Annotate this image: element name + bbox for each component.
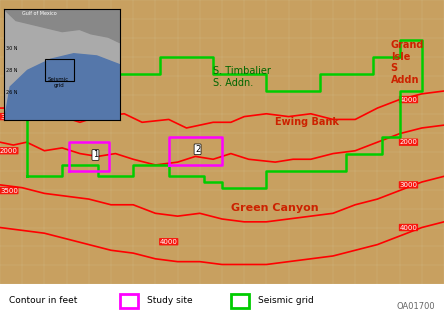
Text: 3000: 3000 [400, 182, 417, 188]
Polygon shape [4, 54, 120, 120]
Text: Contour in feet: Contour in feet [9, 296, 77, 305]
Text: S. Timbalier
S. Addn.: S. Timbalier S. Addn. [213, 66, 271, 88]
Text: 1: 1 [93, 150, 98, 160]
Text: 26 N: 26 N [6, 90, 17, 95]
Text: OA01700: OA01700 [396, 302, 435, 311]
Text: 4000: 4000 [400, 97, 417, 102]
Text: Ewing Bank: Ewing Bank [275, 117, 339, 127]
Text: 1: 1 [93, 150, 98, 160]
Text: Study site: Study site [147, 296, 192, 305]
Text: 3500: 3500 [0, 114, 18, 119]
Text: 2000: 2000 [0, 148, 18, 154]
Text: 3500: 3500 [0, 188, 18, 193]
Text: Grand
Isle
S
Addn: Grand Isle S Addn [391, 40, 424, 85]
Text: 2: 2 [195, 145, 200, 154]
Text: 2000: 2000 [400, 139, 417, 145]
Text: hoal
dn.: hoal dn. [18, 83, 39, 105]
Polygon shape [4, 9, 120, 43]
Text: Gulf of Mexico: Gulf of Mexico [22, 11, 56, 16]
Text: Green Canyon: Green Canyon [231, 203, 318, 213]
Text: 2: 2 [195, 145, 200, 154]
Text: 4000: 4000 [160, 239, 178, 245]
Text: 4000: 4000 [400, 225, 417, 230]
Text: 30 N: 30 N [6, 46, 17, 51]
Bar [45, 59, 74, 82]
Text: Seismic
grid: Seismic grid [48, 77, 69, 88]
Text: 28 N: 28 N [6, 68, 17, 73]
Text: Seismic grid: Seismic grid [258, 296, 313, 305]
